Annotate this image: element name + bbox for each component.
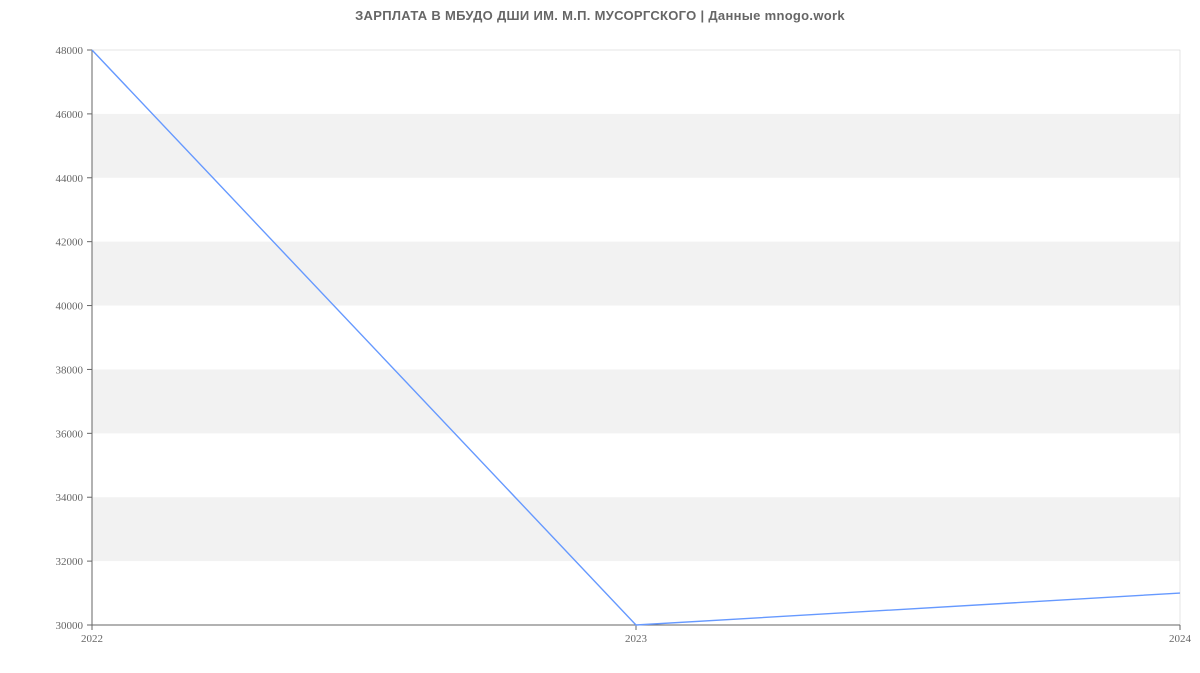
svg-text:48000: 48000 bbox=[56, 45, 84, 57]
svg-text:44000: 44000 bbox=[56, 173, 84, 185]
svg-text:2022: 2022 bbox=[81, 633, 103, 645]
svg-text:32000: 32000 bbox=[56, 556, 84, 568]
svg-text:46000: 46000 bbox=[56, 109, 84, 121]
svg-text:2023: 2023 bbox=[625, 633, 648, 645]
svg-text:36000: 36000 bbox=[56, 428, 84, 440]
chart-svg: 30000 32000 34000 36000 38000 40000 42000 44000… bbox=[0, 23, 1200, 673]
svg-text:34000: 34000 bbox=[56, 492, 84, 504]
svg-text:42000: 42000 bbox=[56, 237, 84, 249]
svg-text:40000: 40000 bbox=[56, 301, 84, 313]
svg-text:38000: 38000 bbox=[56, 364, 84, 376]
chart-title: ЗАРПЛАТА В МБУДО ДШИ ИМ. М.П. МУСОРГСКОГ… bbox=[0, 0, 1200, 23]
svg-text:2024: 2024 bbox=[1169, 633, 1192, 645]
svg-text:30000: 30000 bbox=[56, 620, 84, 632]
salary-line-chart: ЗАРПЛАТА В МБУДО ДШИ ИМ. М.П. МУСОРГСКОГ… bbox=[0, 0, 1200, 650]
